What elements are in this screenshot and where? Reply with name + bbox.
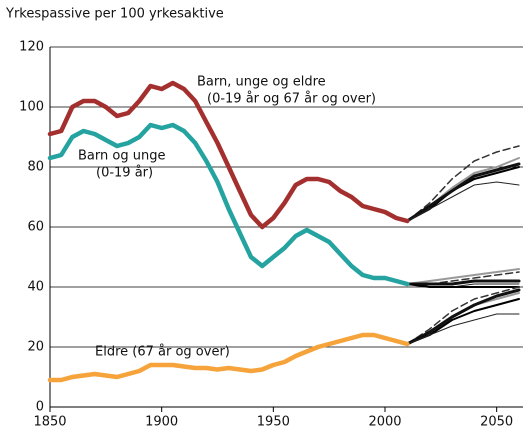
projection-line xyxy=(406,166,520,222)
series-label: Eldre (67 år og over) xyxy=(95,345,230,360)
chart-title: Yrkespassive per 100 yrkesaktive xyxy=(5,7,224,22)
series-note: (0-19 år) xyxy=(96,166,153,181)
y-tick-label: 80 xyxy=(27,160,44,175)
y-tick-label: 120 xyxy=(19,40,44,55)
projection-line xyxy=(406,286,520,345)
series-label: Barn, unge og eldre xyxy=(197,75,326,90)
projection-line xyxy=(406,283,520,288)
x-tick-label: 2050 xyxy=(480,415,513,429)
y-tick-label: 0 xyxy=(36,400,44,415)
series-line xyxy=(47,332,410,383)
y-tick-label: 60 xyxy=(27,220,44,235)
projection-line xyxy=(406,181,520,222)
y-tick-label: 20 xyxy=(27,340,44,355)
x-tick-label: 1900 xyxy=(145,415,178,429)
projection-line xyxy=(406,145,520,222)
series-line xyxy=(47,122,410,287)
projection-line xyxy=(405,162,521,223)
x-tick-label: 2000 xyxy=(368,415,401,429)
series-note: (0-19 år og 67 år og over) xyxy=(207,92,376,107)
y-tick-label: 40 xyxy=(27,280,44,295)
projection-line xyxy=(405,288,521,346)
series-label: Barn og unge xyxy=(78,149,165,164)
x-tick-label: 1950 xyxy=(257,415,290,429)
series-line xyxy=(47,80,410,230)
projection-line xyxy=(406,313,520,345)
projection-line xyxy=(405,279,521,286)
projection-line xyxy=(406,268,520,285)
x-tick-label: 1850 xyxy=(33,415,66,429)
y-tick-label: 100 xyxy=(19,100,44,115)
